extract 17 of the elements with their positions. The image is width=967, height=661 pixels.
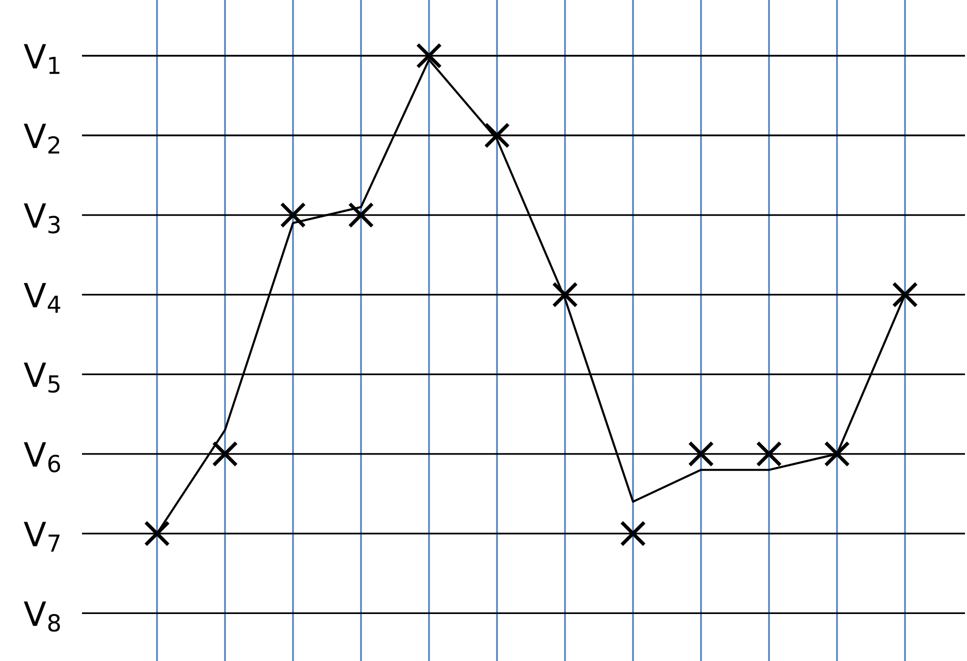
point bbox=[552, 282, 578, 308]
y-tick-label: V$_{1}$ bbox=[24, 44, 60, 74]
y-tick-label: V$_{2}$ bbox=[24, 124, 60, 154]
y-tick-label: V$_{8}$ bbox=[24, 602, 60, 632]
point bbox=[280, 202, 306, 228]
point bbox=[416, 42, 442, 69]
point bbox=[484, 122, 510, 148]
point bbox=[688, 441, 714, 467]
y-tick-label: V$_{7}$ bbox=[24, 522, 60, 552]
y-tick-label: V$_{4}$ bbox=[24, 282, 60, 313]
point bbox=[756, 441, 782, 467]
y-tick-label: V$_{5}$ bbox=[24, 362, 60, 393]
y-tick-label: V$_{3}$ bbox=[24, 203, 60, 234]
point bbox=[212, 441, 238, 467]
y-tick-label: V$_{6}$ bbox=[24, 442, 60, 472]
point bbox=[620, 520, 646, 547]
point bbox=[348, 202, 374, 228]
